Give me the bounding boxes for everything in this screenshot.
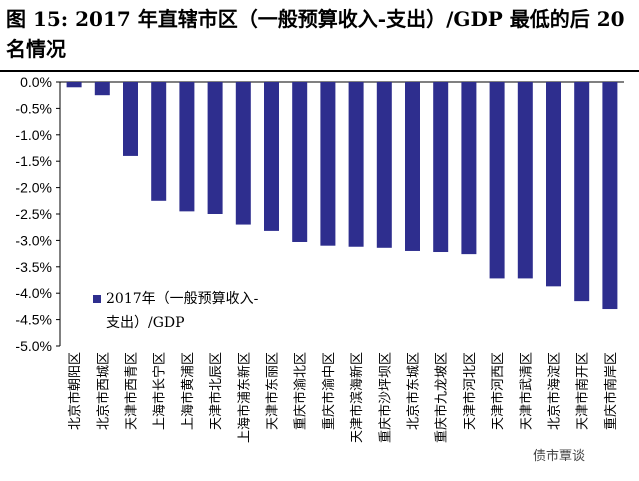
bar [546, 82, 561, 287]
bar [292, 82, 308, 242]
x-tick-label: 上海市黄浦区 [180, 352, 196, 430]
watermark: 债市覃谈 [530, 444, 589, 465]
axis-layer: 0.0% -0.5% -1.0% -1.5% -2.0% -2.5% -3.0% -3.5% -… [15, 74, 624, 354]
bar [320, 82, 336, 246]
x-tick-labels: 北京市朝阳区 北京市西城区 天津市西青区 上海市长宁区 上海市黄浦区 天津市北辰区 上海市浦… [67, 352, 619, 443]
bar [207, 82, 223, 214]
x-tick-label: 天津市河北区 [462, 352, 478, 430]
bar [602, 82, 618, 310]
x-tick-label: 北京市朝阳区 [67, 352, 83, 430]
x-tick-label: 北京市东城区 [406, 352, 422, 430]
y-tick-label: -2.5% [15, 206, 52, 222]
bar [235, 82, 251, 225]
x-tick-label: 天津市武清区 [518, 352, 534, 430]
x-tick-label: 天津市滨海新区 [349, 352, 365, 443]
bar [517, 82, 533, 279]
x-tick-label: 天津市北辰区 [208, 352, 224, 430]
x-tick-label: 天津市南开区 [575, 352, 591, 430]
x-tick-label: 天津市东丽区 [265, 352, 281, 430]
bar [94, 82, 110, 96]
y-tick-label: -4.5% [15, 312, 52, 328]
y-tick-label: -1.0% [15, 127, 52, 143]
x-tick-label: 北京市海淀区 [547, 352, 563, 430]
y-tick-label: -0.5% [15, 100, 52, 116]
bar [264, 82, 279, 231]
x-tick-label: 北京市西城区 [95, 352, 111, 430]
bar [489, 82, 505, 279]
x-tick-label: 重庆市沙坪坝区 [377, 352, 393, 443]
y-tick-label: -3.0% [15, 232, 52, 248]
x-tick-label: 上海市长宁区 [152, 352, 168, 430]
y-tick-label: -5.0% [15, 338, 52, 354]
legend-label-line1: 2017年（一般预算收入- [106, 291, 259, 307]
x-tick-label: 重庆市九龙坡区 [434, 352, 450, 443]
x-tick-label: 重庆市渝北区 [293, 352, 309, 430]
bar [405, 82, 420, 251]
bar [179, 82, 195, 212]
x-tick-label: 重庆市南岸区 [603, 352, 619, 430]
bar [348, 82, 364, 247]
y-tick-label: -2.0% [15, 180, 52, 196]
bar [66, 82, 82, 88]
x-tick-label: 上海市浦东新区 [236, 352, 252, 443]
bar [123, 82, 138, 156]
y-tick-label: -3.5% [15, 259, 52, 275]
bar-layer [66, 82, 618, 310]
bar [574, 82, 590, 302]
x-tick-label: 天津市西青区 [124, 352, 140, 430]
title-rule [0, 70, 639, 72]
legend-swatch [93, 295, 101, 303]
y-tick-label: -4.0% [15, 285, 52, 301]
y-tick-label: 0.0% [20, 74, 52, 90]
bar [151, 82, 167, 201]
y-tick-label: -1.5% [15, 153, 52, 169]
legend-label-line2: 支出）/GDP [106, 315, 185, 331]
bar [461, 82, 477, 255]
bar [376, 82, 392, 248]
chart-title: 图 15: 2017 年直辖市区（一般预算收入-支出）/GDP 最低的后 20 … [6, 7, 625, 61]
x-tick-label: 天津市河西区 [490, 352, 506, 430]
bar [433, 82, 449, 253]
legend: 2017年（一般预算收入- 支出）/GDP [93, 291, 259, 331]
x-tick-label: 重庆市渝中区 [321, 352, 337, 430]
